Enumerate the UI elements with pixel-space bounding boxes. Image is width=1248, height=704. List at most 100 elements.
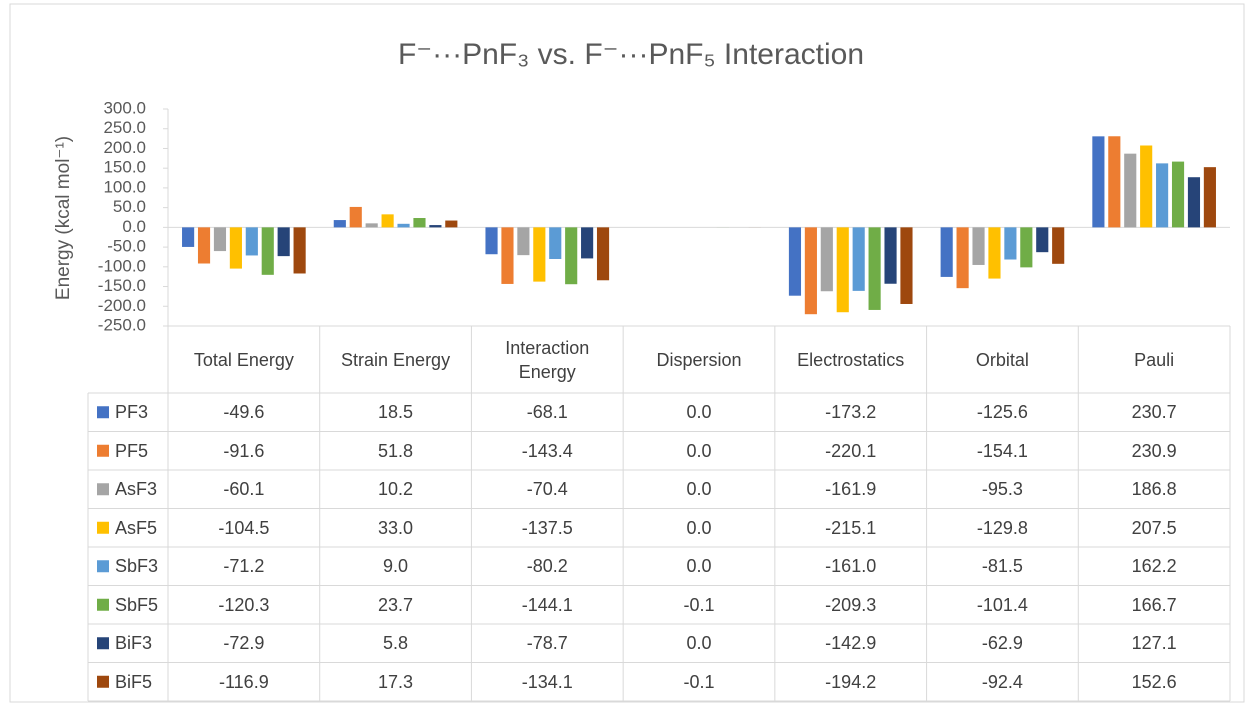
bar: [836, 227, 849, 313]
bar: [429, 225, 442, 228]
bar: [349, 206, 362, 228]
table-cell: -129.8: [976, 517, 1028, 538]
table-cell: 152.6: [1131, 671, 1177, 692]
table-cell: -91.6: [223, 440, 265, 461]
table-cell: -154.1: [976, 440, 1028, 461]
bar: [1092, 136, 1105, 228]
column-header: Electrostatics: [797, 349, 905, 370]
chart-border: [9, 3, 1245, 703]
bar: [940, 227, 953, 277]
bar: [213, 227, 227, 252]
legend-label: SbF5: [115, 594, 159, 615]
table-cell: 0.0: [686, 556, 712, 577]
table-cell: -60.1: [223, 479, 265, 500]
column-header: Pauli: [1134, 349, 1175, 370]
bar: [277, 227, 290, 257]
legend-label: PF3: [115, 402, 149, 423]
bar: [182, 227, 195, 247]
legend-label: BiF3: [115, 633, 153, 654]
legend-key: [97, 637, 109, 650]
bar: [565, 227, 578, 285]
bar: [1004, 227, 1017, 260]
legend-label: BiF5: [115, 671, 153, 692]
legend-key: [97, 560, 109, 573]
bar: [1171, 161, 1185, 228]
bar: [852, 227, 865, 291]
legend-key: [97, 521, 109, 534]
bar: [820, 227, 833, 292]
bar: [1140, 145, 1153, 228]
bar: [972, 227, 985, 265]
table-cell: -173.2: [825, 402, 877, 423]
table-cell: 0.0: [686, 440, 712, 461]
column-header: Orbital: [975, 349, 1029, 370]
bar: [581, 227, 594, 259]
bar: [365, 223, 378, 228]
table-cell: -80.2: [526, 556, 568, 577]
table-cell: 33.0: [378, 517, 414, 538]
y-tick-label: 250.0: [103, 118, 146, 137]
legend-label: AsF3: [115, 479, 158, 500]
bar: [1108, 136, 1121, 228]
bar: [333, 220, 346, 228]
y-tick-label: 50.0: [113, 197, 146, 216]
table-cell: 17.3: [378, 671, 414, 692]
table-cell: -194.2: [825, 671, 877, 692]
bar: [397, 223, 410, 228]
bar: [1020, 227, 1033, 268]
table-cell: -161.0: [825, 556, 877, 577]
table-cell: -95.3: [981, 479, 1023, 500]
table-cell: -144.1: [521, 594, 573, 615]
table-cell: -92.4: [981, 671, 1023, 692]
bar: [229, 227, 242, 269]
bar: [1156, 163, 1169, 228]
table-cell: -78.7: [526, 633, 568, 654]
bar: [788, 227, 802, 296]
table-cell: 186.8: [1131, 479, 1177, 500]
table-cell: -125.6: [976, 402, 1028, 423]
bar: [956, 227, 969, 289]
table-cell: 162.2: [1131, 556, 1177, 577]
y-tick-label: 300.0: [103, 98, 146, 117]
table-cell: -104.5: [218, 517, 270, 538]
bar: [381, 214, 394, 228]
bar: [197, 227, 211, 264]
y-tick-label: -100.0: [98, 256, 146, 275]
bar: [533, 227, 546, 282]
table-cell: 166.7: [1131, 594, 1177, 615]
bar: [485, 227, 498, 255]
table-cell: 230.7: [1131, 402, 1177, 423]
table-cell: -209.3: [825, 594, 877, 615]
bar: [596, 227, 610, 281]
table-cell: -101.4: [976, 594, 1028, 615]
chart-title: F⁻···PnF₃ vs. F⁻···PnF₅ Interaction: [398, 38, 864, 71]
bar: [1052, 227, 1065, 264]
table-cell: 9.0: [383, 556, 409, 577]
table-cell: -81.5: [981, 556, 1023, 577]
table-cell: 10.2: [378, 479, 414, 500]
table-cell: -0.1: [683, 594, 715, 615]
table-cell: 0.0: [686, 633, 712, 654]
bar: [413, 218, 426, 228]
table-cell: -0.1: [683, 671, 715, 692]
column-header: Strain Energy: [341, 349, 451, 370]
y-tick-label: 100.0: [103, 177, 146, 196]
bar: [261, 227, 274, 275]
bar: [804, 227, 817, 315]
table-cell: -120.3: [218, 594, 270, 615]
table-cell: -62.9: [981, 633, 1023, 654]
table-cell: 207.5: [1131, 517, 1177, 538]
legend-label: PF5: [115, 440, 149, 461]
bar: [445, 220, 458, 228]
bar: [501, 227, 514, 284]
table-cell: -142.9: [825, 633, 877, 654]
legend-key: [97, 675, 109, 688]
legend-key: [97, 483, 109, 496]
legend-key: [97, 406, 109, 419]
table-cell: 127.1: [1131, 633, 1177, 654]
bar: [517, 227, 530, 256]
column-header: Dispersion: [656, 349, 742, 370]
table-cell: -72.9: [223, 633, 265, 654]
